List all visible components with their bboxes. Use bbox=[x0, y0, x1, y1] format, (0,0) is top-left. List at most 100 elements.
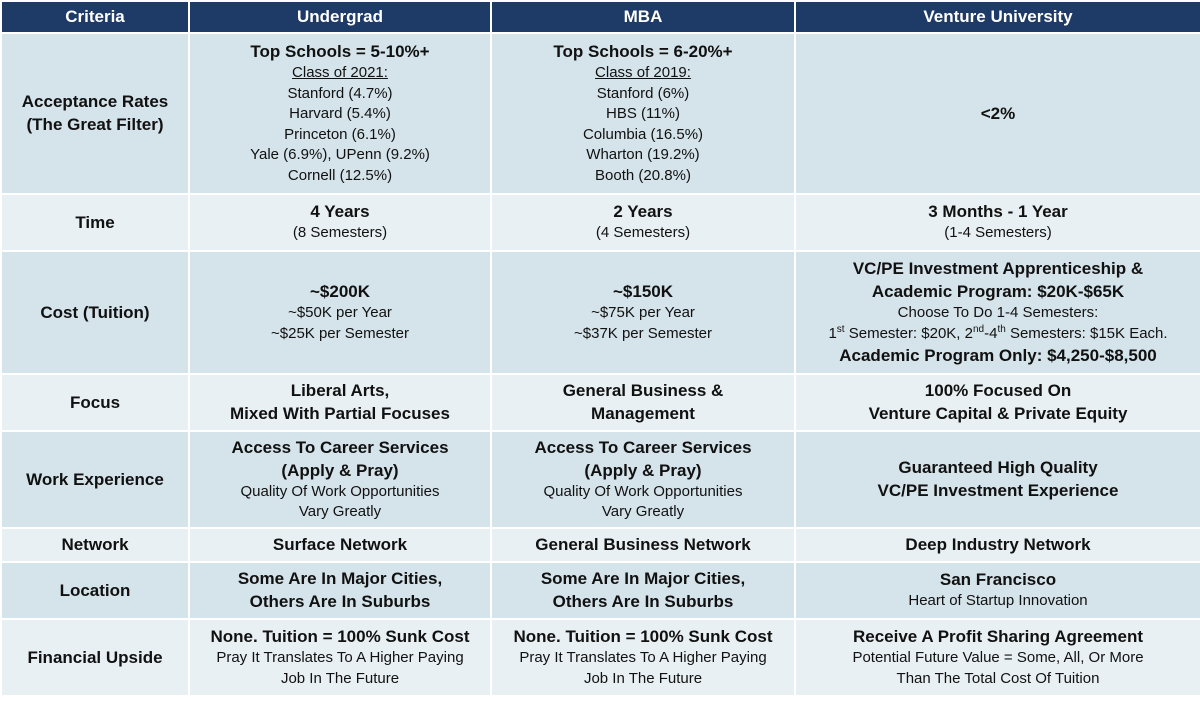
mba-location-line2: Others Are In Suburbs bbox=[552, 592, 734, 612]
mba-cost-per-semester: ~$37K per Semester bbox=[574, 324, 712, 342]
venture-location-sub: Heart of Startup Innovation bbox=[908, 592, 1088, 610]
header-row: Criteria Undergrad MBA Venture Universit… bbox=[2, 2, 1200, 32]
undergrad-financial-sub1: Pray It Translates To A Higher Paying bbox=[216, 649, 464, 667]
semester-c-text: Semesters: $15K Each. bbox=[1005, 324, 1168, 342]
row-location: Location Some Are In Major Cities, Other… bbox=[2, 562, 1200, 618]
criteria-cost: Cost (Tuition) bbox=[2, 251, 188, 373]
sup-c: th bbox=[997, 323, 1006, 335]
venture-focus-line1: 100% Focused On bbox=[924, 381, 1072, 401]
venture-focus: 100% Focused On Venture Capital & Privat… bbox=[796, 374, 1200, 430]
undergrad-cost: ~$200K ~$50K per Year ~$25K per Semester bbox=[190, 251, 490, 373]
header-undergrad: Undergrad bbox=[190, 2, 490, 32]
undergrad-time-sub: (8 Semesters) bbox=[292, 224, 388, 242]
undergrad-work: Access To Career Services (Apply & Pray)… bbox=[190, 431, 490, 528]
undergrad-financial-main: None. Tuition = 100% Sunk Cost bbox=[210, 627, 470, 647]
undergrad-school-item: Harvard (5.4%) bbox=[289, 105, 391, 123]
criteria-time: Time bbox=[2, 194, 188, 250]
sup-a: st bbox=[836, 323, 845, 335]
mba-focus-line2: Management bbox=[591, 404, 695, 424]
undergrad-work-line2: (Apply & Pray) bbox=[281, 460, 399, 480]
mba-financial-sub2: Job In The Future bbox=[583, 669, 703, 687]
row-financial-upside: Financial Upside None. Tuition = 100% Su… bbox=[2, 619, 1200, 695]
undergrad-acceptance: Top Schools = 5-10%+ Class of 2021: Stan… bbox=[190, 34, 490, 193]
mba-focus: General Business & Management bbox=[492, 374, 794, 430]
mba-acceptance-headline: Top Schools = 6-20%+ bbox=[553, 42, 733, 62]
mba-school-item: Stanford (6%) bbox=[596, 84, 690, 102]
criteria-financial: Financial Upside bbox=[2, 619, 188, 695]
sup-b: nd bbox=[972, 323, 985, 335]
undergrad-cost-main: ~$200K bbox=[309, 282, 371, 302]
mba-financial: None. Tuition = 100% Sunk Cost Pray It T… bbox=[492, 619, 794, 695]
criteria-acceptance: Acceptance Rates (The Great Filter) bbox=[2, 34, 188, 193]
criteria-location: Location bbox=[2, 562, 188, 618]
mba-work-sub2: Vary Greatly bbox=[601, 503, 685, 521]
mba-time-sub: (4 Semesters) bbox=[595, 224, 691, 242]
venture-network-value: Deep Industry Network bbox=[905, 535, 1091, 555]
mba-school-item: HBS (11%) bbox=[606, 105, 680, 123]
undergrad-time: 4 Years (8 Semesters) bbox=[190, 194, 490, 250]
row-work-experience: Work Experience Access To Career Service… bbox=[2, 431, 1200, 528]
venture-focus-line2: Venture Capital & Private Equity bbox=[868, 404, 1128, 424]
mba-work-sub1: Quality Of Work Opportunities bbox=[543, 482, 743, 500]
undergrad-class-label: Class of 2021: bbox=[292, 64, 388, 82]
mba-time-main: 2 Years bbox=[613, 202, 673, 222]
undergrad-school-item: Yale (6.9%), UPenn (9.2%) bbox=[250, 146, 430, 164]
venture-financial-sub1: Potential Future Value = Some, All, Or M… bbox=[852, 649, 1144, 667]
row-time: Time 4 Years (8 Semesters) 2 Years (4 Se… bbox=[2, 194, 1200, 250]
semester-b-text: -4 bbox=[984, 324, 998, 342]
venture-work-line2: VC/PE Investment Experience bbox=[877, 481, 1119, 501]
mba-network-value: General Business Network bbox=[535, 535, 751, 555]
undergrad-work-line1: Access To Career Services bbox=[231, 437, 449, 457]
undergrad-school-item: Princeton (6.1%) bbox=[284, 125, 396, 143]
undergrad-work-sub1: Quality Of Work Opportunities bbox=[240, 482, 440, 500]
undergrad-cost-per-year: ~$50K per Year bbox=[288, 304, 392, 322]
undergrad-work-sub2: Vary Greatly bbox=[298, 503, 382, 521]
mba-cost-main: ~$150K bbox=[612, 282, 674, 302]
venture-cost-academic-only: Academic Program Only: $4,250-$8,500 bbox=[839, 346, 1157, 366]
undergrad-time-main: 4 Years bbox=[310, 202, 370, 222]
venture-time: 3 Months - 1 Year (1-4 Semesters) bbox=[796, 194, 1200, 250]
mba-time: 2 Years (4 Semesters) bbox=[492, 194, 794, 250]
venture-cost-semesters: 1st Semester: $20K, 2nd-4th Semesters: $… bbox=[800, 324, 1196, 345]
venture-acceptance: <2% bbox=[796, 34, 1200, 193]
criteria-acceptance-line2: (The Great Filter) bbox=[26, 115, 164, 135]
row-acceptance-rates: Acceptance Rates (The Great Filter) Top … bbox=[2, 34, 1200, 193]
undergrad-network: Surface Network bbox=[190, 529, 490, 561]
venture-work: Guaranteed High Quality VC/PE Investment… bbox=[796, 431, 1200, 528]
undergrad-location-line2: Others Are In Suburbs bbox=[249, 592, 431, 612]
venture-financial: Receive A Profit Sharing Agreement Poten… bbox=[796, 619, 1200, 695]
header-mba: MBA bbox=[492, 2, 794, 32]
mba-school-item: Columbia (16.5%) bbox=[582, 125, 704, 143]
mba-work: Access To Career Services (Apply & Pray)… bbox=[492, 431, 794, 528]
undergrad-network-value: Surface Network bbox=[272, 535, 408, 555]
undergrad-financial: None. Tuition = 100% Sunk Cost Pray It T… bbox=[190, 619, 490, 695]
venture-work-line1: Guaranteed High Quality bbox=[898, 458, 1098, 478]
mba-network: General Business Network bbox=[492, 529, 794, 561]
venture-location-main: San Francisco bbox=[939, 570, 1057, 590]
undergrad-school-item: Cornell (12.5%) bbox=[287, 166, 393, 184]
semester-a-text: Semester: $20K, 2 bbox=[844, 324, 973, 342]
criteria-network: Network bbox=[2, 529, 188, 561]
mba-work-line1: Access To Career Services bbox=[534, 437, 752, 457]
mba-financial-main: None. Tuition = 100% Sunk Cost bbox=[513, 627, 773, 647]
header-criteria: Criteria bbox=[2, 2, 188, 32]
criteria-work: Work Experience bbox=[2, 431, 188, 528]
undergrad-focus-line2: Mixed With Partial Focuses bbox=[230, 404, 450, 424]
criteria-focus: Focus bbox=[2, 374, 188, 430]
venture-network: Deep Industry Network bbox=[796, 529, 1200, 561]
semester-a: 1 bbox=[828, 324, 837, 342]
venture-financial-main: Receive A Profit Sharing Agreement bbox=[852, 627, 1144, 647]
mba-financial-sub1: Pray It Translates To A Higher Paying bbox=[519, 649, 767, 667]
venture-acceptance-value: <2% bbox=[980, 103, 1016, 123]
undergrad-school-item: Stanford (4.7%) bbox=[287, 84, 393, 102]
mba-focus-line1: General Business & bbox=[562, 381, 724, 401]
venture-cost-main-line2: Academic Program: $20K-$65K bbox=[871, 282, 1125, 302]
undergrad-cost-per-semester: ~$25K per Semester bbox=[271, 324, 409, 342]
venture-cost-choose: Choose To Do 1-4 Semesters: bbox=[897, 304, 1099, 322]
mba-cost: ~$150K ~$75K per Year ~$37K per Semester bbox=[492, 251, 794, 373]
mba-acceptance: Top Schools = 6-20%+ Class of 2019: Stan… bbox=[492, 34, 794, 193]
row-focus: Focus Liberal Arts, Mixed With Partial F… bbox=[2, 374, 1200, 430]
venture-time-main: 3 Months - 1 Year bbox=[928, 202, 1068, 222]
mba-location: Some Are In Major Cities, Others Are In … bbox=[492, 562, 794, 618]
criteria-acceptance-line1: Acceptance Rates bbox=[21, 92, 169, 112]
